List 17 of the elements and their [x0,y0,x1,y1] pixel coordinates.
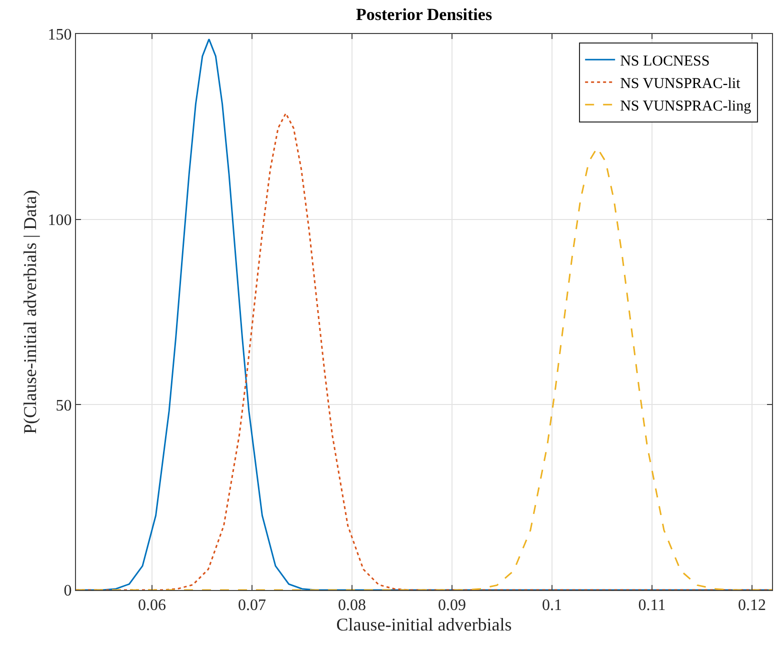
x-tick-label: 0.09 [438,597,466,614]
x-tick-label: 0.07 [238,597,266,614]
legend-label: NS VUNSPRAC-lit [620,76,742,92]
chart-title: Posterior Densities [356,4,492,24]
x-tick-label: 0.11 [638,597,666,614]
x-tick-label: 0.12 [738,597,766,614]
x-tick-label: 0.06 [138,597,166,614]
y-tick-label: 150 [48,26,72,44]
x-tick-label: 0.08 [338,597,366,614]
y-tick-label: 0 [64,582,72,600]
y-tick-label: 50 [56,397,72,414]
legend-label: NS VUNSPRAC-ling [620,98,752,114]
legend-label: NS LOCNESS [620,53,710,70]
x-axis-title: Clause-initial adverbials [336,614,512,634]
y-tick-label: 100 [48,212,72,229]
y-axis-title: P(Clause-initial adverbials | Data) [20,190,40,434]
x-tick-label: 0.1 [542,597,562,614]
